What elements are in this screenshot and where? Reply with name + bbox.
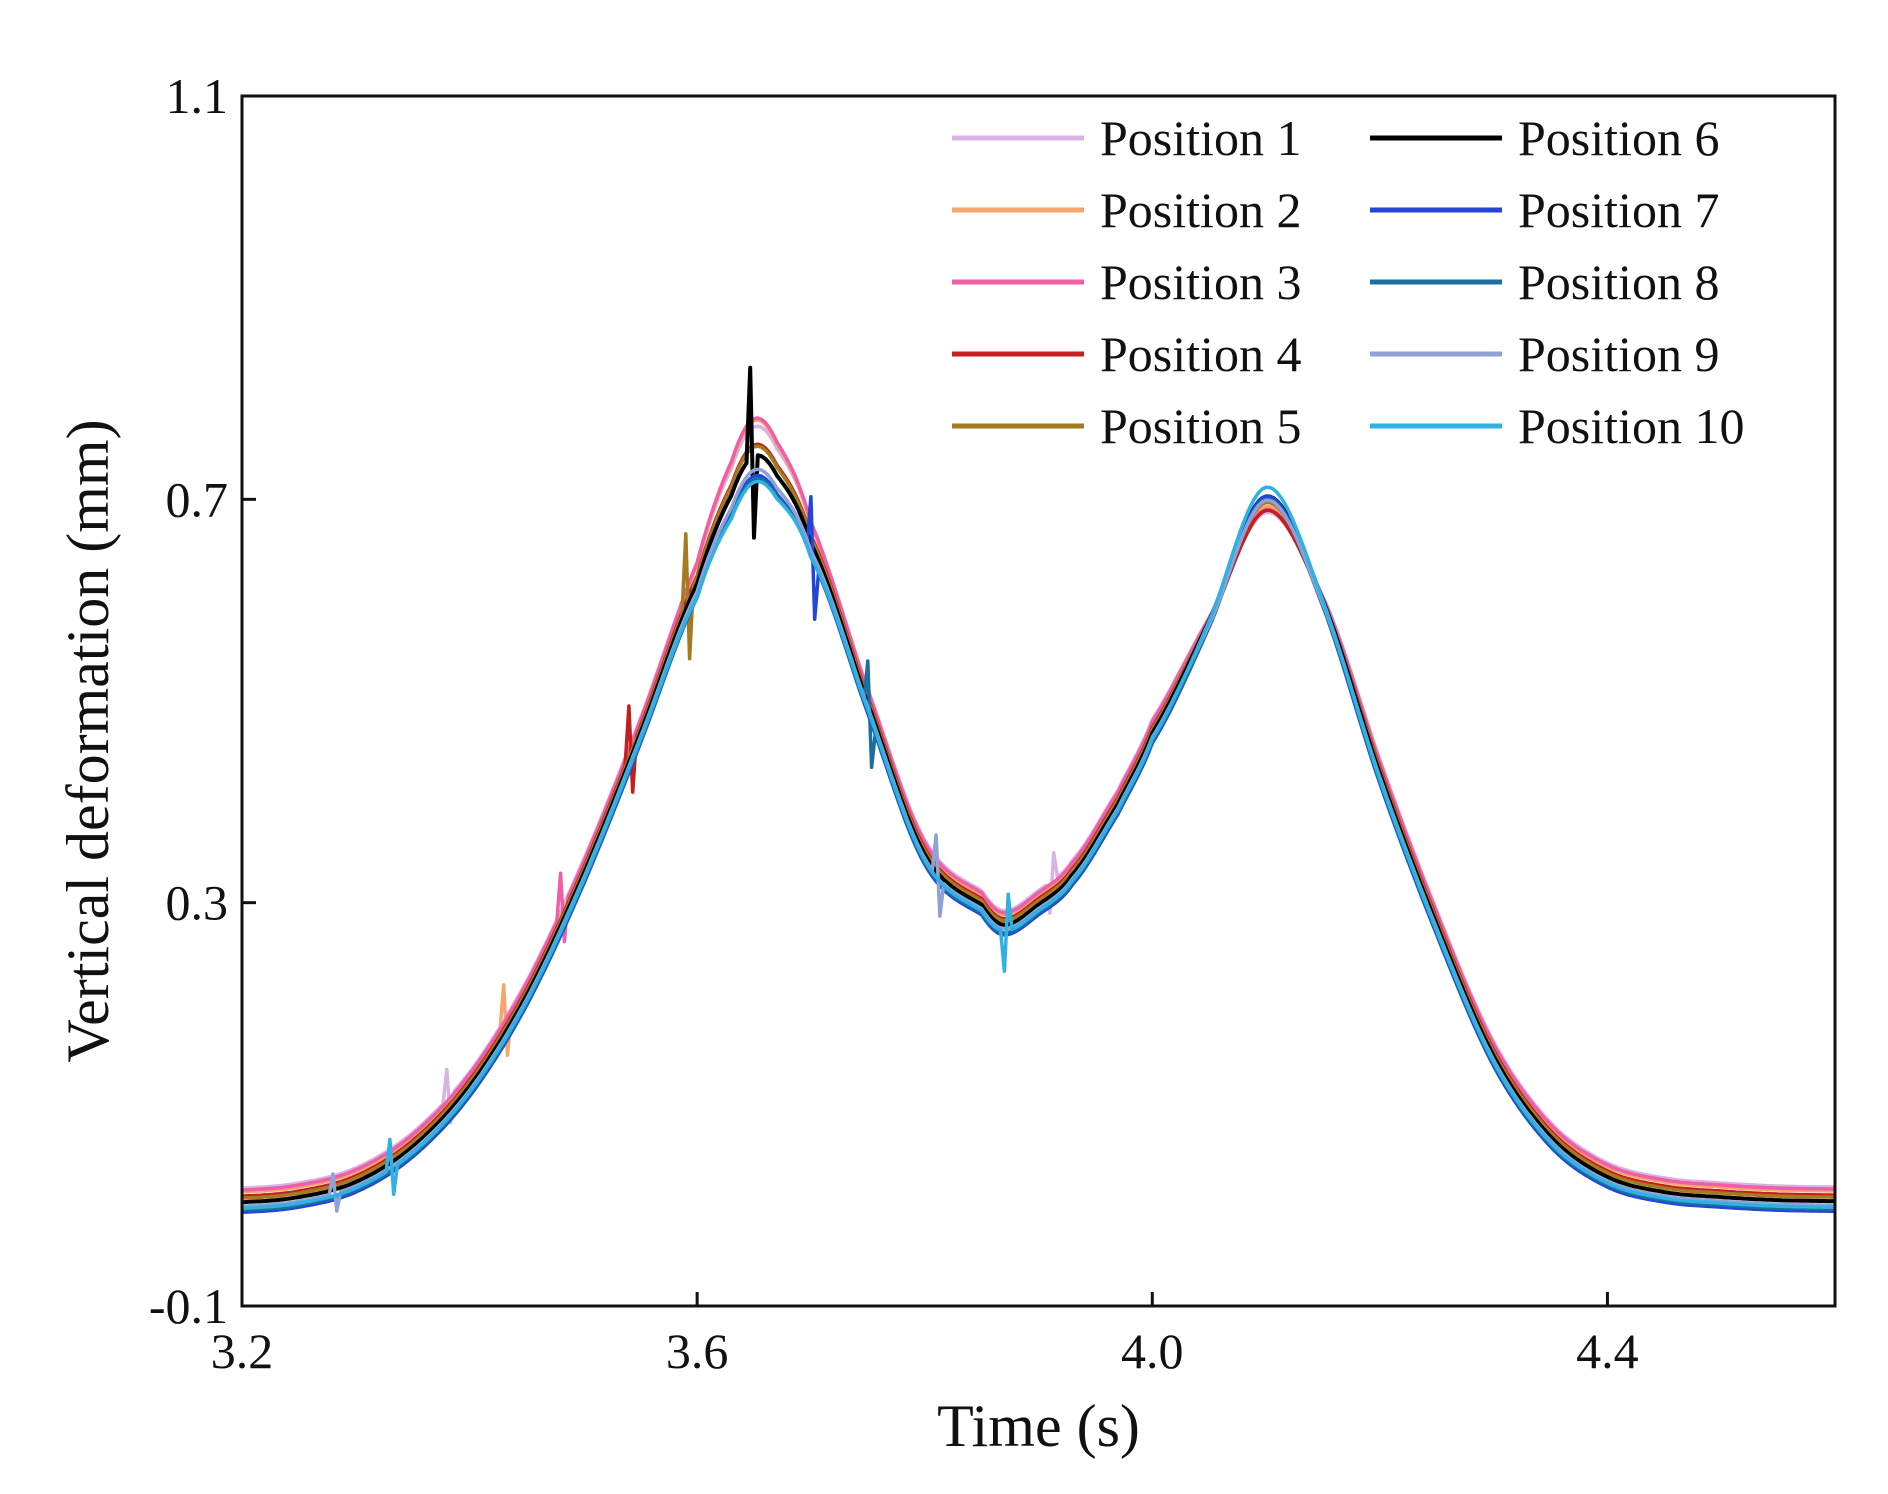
legend-label-9: Position 9 bbox=[1518, 326, 1719, 382]
series-line-6 bbox=[241, 365, 1835, 1205]
legend-label-1: Position 1 bbox=[1100, 110, 1301, 166]
series-line-3 bbox=[241, 416, 1835, 1192]
legend-label-8: Position 8 bbox=[1518, 254, 1719, 310]
y-tick-label: -0.1 bbox=[149, 1278, 228, 1334]
x-tick-label: 3.2 bbox=[211, 1323, 274, 1379]
legend-label-4: Position 4 bbox=[1100, 326, 1301, 382]
y-tick-label: 1.1 bbox=[166, 68, 229, 124]
legend: Position 1 Position 2 Position 3 Position 4… bbox=[952, 110, 1744, 454]
legend-label-3: Position 3 bbox=[1100, 254, 1301, 310]
series-line-8 bbox=[241, 476, 1835, 1212]
x-tick-label: 3.6 bbox=[666, 1323, 729, 1379]
series-layer bbox=[241, 365, 1836, 1214]
y-tick-label: 0.3 bbox=[166, 875, 229, 931]
x-axis-title: Time (s) bbox=[937, 1393, 1140, 1459]
series-line-10 bbox=[241, 479, 1836, 1210]
series-line-5 bbox=[241, 444, 1835, 1200]
axes-layer: 3.2 3.6 4.0 4.4 -0.1 0.3 0.7 1.1 bbox=[149, 68, 1837, 1379]
x-tick-label: 4.4 bbox=[1576, 1323, 1639, 1379]
plot-frame bbox=[240, 94, 1837, 1308]
legend-label-7: Position 7 bbox=[1518, 182, 1719, 238]
y-axis-title: Vertical deformation (mm) bbox=[55, 419, 121, 1062]
legend-label-10: Position 10 bbox=[1518, 398, 1744, 454]
legend-label-2: Position 2 bbox=[1100, 182, 1301, 238]
legend-label-5: Position 5 bbox=[1100, 398, 1301, 454]
series-line-9 bbox=[241, 467, 1836, 1213]
legend-label-6: Position 6 bbox=[1518, 110, 1719, 166]
y-tick-label: 0.7 bbox=[166, 471, 229, 527]
series-line-7 bbox=[241, 473, 1835, 1214]
x-tick-label: 4.0 bbox=[1121, 1323, 1184, 1379]
